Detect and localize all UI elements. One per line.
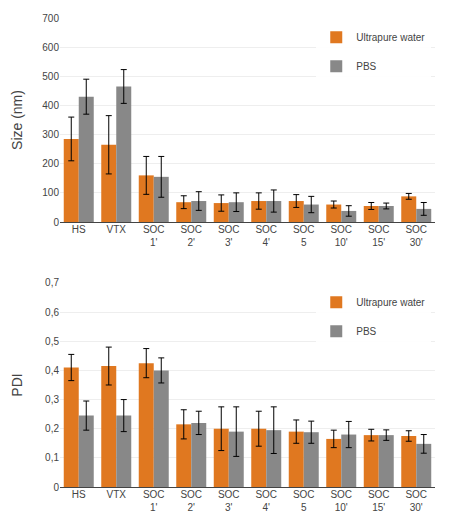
svg-text:SOC15': SOC15' xyxy=(368,224,390,248)
svg-text:SOC2': SOC2' xyxy=(180,489,202,513)
svg-text:SOC1': SOC1' xyxy=(143,489,165,513)
svg-text:PDI: PDI xyxy=(9,373,25,396)
svg-text:0,5: 0,5 xyxy=(45,336,59,347)
svg-text:SOC5: SOC5 xyxy=(293,489,315,513)
svg-text:SOC30': SOC30' xyxy=(405,489,427,513)
svg-text:400: 400 xyxy=(42,100,59,111)
svg-text:Ultrapure water: Ultrapure water xyxy=(356,32,425,43)
svg-text:0,4: 0,4 xyxy=(45,365,59,376)
svg-text:SOC5: SOC5 xyxy=(293,224,315,248)
svg-text:SOC4': SOC4' xyxy=(255,224,277,248)
svg-text:SOC1': SOC1' xyxy=(143,224,165,248)
svg-text:HS: HS xyxy=(72,224,86,235)
svg-text:200: 200 xyxy=(42,158,59,169)
svg-text:0: 0 xyxy=(53,217,59,228)
svg-text:HS: HS xyxy=(72,489,86,500)
svg-text:PBS: PBS xyxy=(356,326,376,337)
svg-text:700: 700 xyxy=(42,13,59,24)
svg-text:VTX: VTX xyxy=(107,224,127,235)
svg-text:0,3: 0,3 xyxy=(45,394,59,405)
svg-text:SOC3': SOC3' xyxy=(218,224,240,248)
svg-text:500: 500 xyxy=(42,71,59,82)
svg-text:SOC4': SOC4' xyxy=(255,489,277,513)
svg-text:SOC30': SOC30' xyxy=(405,224,427,248)
svg-text:0,6: 0,6 xyxy=(45,307,59,318)
svg-text:SOC10': SOC10' xyxy=(330,489,352,513)
svg-text:SOC10': SOC10' xyxy=(330,224,352,248)
svg-text:300: 300 xyxy=(42,129,59,140)
svg-text:0,2: 0,2 xyxy=(45,423,59,434)
svg-text:SOC15': SOC15' xyxy=(368,489,390,513)
svg-text:100: 100 xyxy=(42,187,59,198)
svg-text:600: 600 xyxy=(42,42,59,53)
svg-text:Ultrapure water: Ultrapure water xyxy=(356,297,425,308)
svg-text:Size (nm): Size (nm) xyxy=(9,90,25,150)
svg-text:0: 0 xyxy=(53,482,59,493)
svg-text:VTX: VTX xyxy=(107,489,127,500)
svg-text:0,7: 0,7 xyxy=(45,277,59,288)
svg-text:PBS: PBS xyxy=(356,61,376,72)
svg-text:0,1: 0,1 xyxy=(45,452,59,463)
svg-text:SOC2': SOC2' xyxy=(180,224,202,248)
svg-text:SOC3': SOC3' xyxy=(218,489,240,513)
